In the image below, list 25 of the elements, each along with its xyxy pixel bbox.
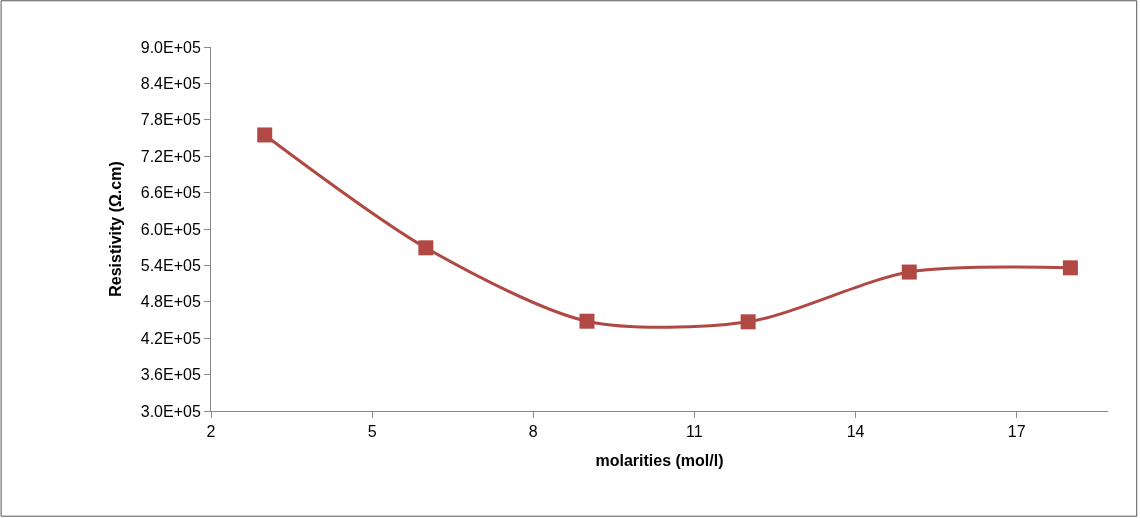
point xyxy=(418,240,434,256)
point xyxy=(579,313,595,329)
x-tick-label: 2 xyxy=(206,423,216,441)
point xyxy=(740,314,756,330)
y-tick-label: 6.6E+05 xyxy=(140,184,201,202)
x-tick-label: 5 xyxy=(367,423,377,441)
x-tick-label: 14 xyxy=(846,423,865,441)
y-tick-label: 4.8E+05 xyxy=(140,293,201,311)
point xyxy=(901,264,917,280)
point xyxy=(257,127,273,143)
x-tick-label: 11 xyxy=(686,423,703,441)
point xyxy=(1062,260,1078,276)
y-tick-label: 3.0E+05 xyxy=(140,402,201,420)
y-tick-label: 7.2E+05 xyxy=(140,147,201,165)
x-axis-title: molarities (mol/l) xyxy=(595,451,724,469)
y-tick-label: 4.2E+05 xyxy=(140,329,201,347)
y-tick-label: 9.0E+05 xyxy=(140,38,201,56)
x-tick-label: 8 xyxy=(528,423,538,441)
x-tick-label: 17 xyxy=(1007,423,1026,441)
y-tick-label: 5.4E+05 xyxy=(140,257,201,274)
y-tick-label: 8.4E+05 xyxy=(140,75,201,92)
y-axis-title: Resistivity (Ω.cm) xyxy=(106,161,124,297)
y-tick-label: 7.8E+05 xyxy=(140,111,201,129)
y-tick-label: 6.0E+05 xyxy=(140,220,201,238)
y-tick-label: 3.6E+05 xyxy=(140,366,201,384)
